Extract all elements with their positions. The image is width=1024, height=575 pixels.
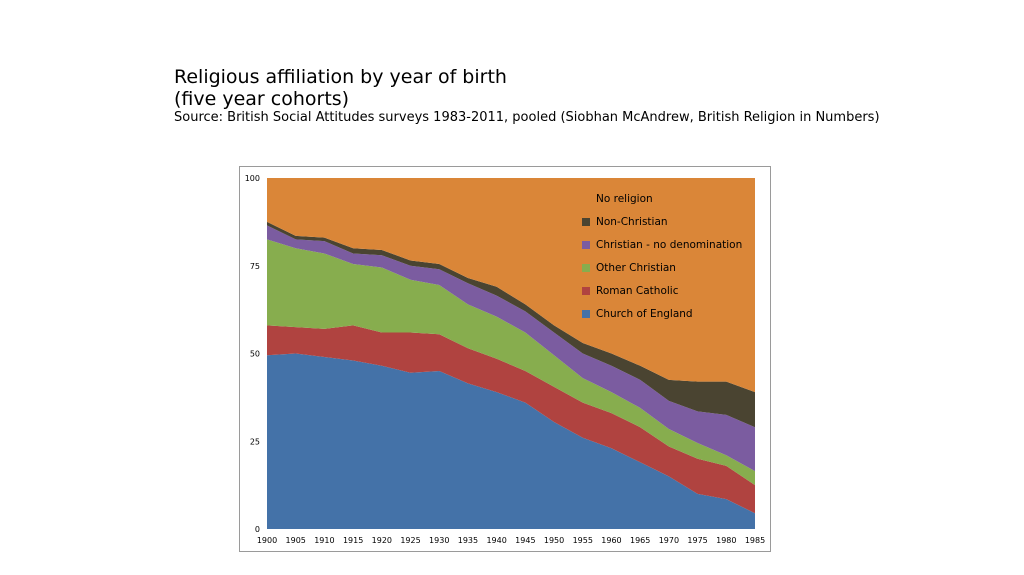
area-roman-catholic bbox=[267, 325, 755, 514]
legend-label-non-christian: Non-Christian bbox=[596, 216, 668, 228]
x-tick-label: 1900 bbox=[257, 536, 277, 545]
area-non-christian bbox=[267, 221, 755, 428]
area-other-christian bbox=[267, 239, 755, 486]
chart-subtitle: (five year cohorts) bbox=[174, 88, 350, 110]
legend-swatch-non-christian bbox=[582, 218, 590, 226]
area-no-religion bbox=[267, 178, 755, 393]
chart-frame: 0 25 50 75 100 1900 1905 1910 1915 1920 1925 1930 19… bbox=[239, 166, 771, 552]
x-tick-label: 1960 bbox=[601, 536, 621, 545]
x-tick-label: 1920 bbox=[372, 536, 392, 545]
legend-label-roman-catholic: Roman Catholic bbox=[596, 285, 679, 297]
source-caption: Source: British Social Attitudes surveys… bbox=[174, 110, 880, 125]
legend-label-no-religion: No religion bbox=[596, 193, 653, 205]
x-tick-label: 1950 bbox=[544, 536, 564, 545]
legend-swatch-christian-no-denomination bbox=[582, 241, 590, 249]
title-block: Religious affiliation by year of birth (… bbox=[174, 66, 880, 126]
area-church-of-england bbox=[267, 353, 755, 529]
y-tick-label: 25 bbox=[250, 437, 260, 446]
chart-title: Religious affiliation by year of birth bbox=[174, 66, 507, 88]
x-tick-label: 1980 bbox=[716, 536, 736, 545]
y-tick-label: 50 bbox=[250, 350, 260, 359]
legend-label-church-of-england: Church of England bbox=[596, 308, 693, 320]
legend-swatch-roman-catholic bbox=[582, 287, 590, 295]
x-tick-label: 1945 bbox=[515, 536, 535, 545]
area-christian-no-denomination bbox=[267, 225, 755, 472]
legend-swatch-church-of-england bbox=[582, 310, 590, 318]
x-tick-label: 1915 bbox=[343, 536, 363, 545]
y-tick-label: 100 bbox=[245, 174, 260, 183]
y-tick-label: 75 bbox=[250, 262, 260, 271]
x-tick-label: 1970 bbox=[659, 536, 679, 545]
y-tick-label: 0 bbox=[255, 525, 260, 534]
x-tick-label: 1925 bbox=[400, 536, 420, 545]
stacked-area-chart: 0 25 50 75 100 1900 1905 1910 1915 1920 1925 1930 19… bbox=[245, 174, 765, 545]
x-tick-label: 1985 bbox=[745, 536, 765, 545]
x-tick-label: 1905 bbox=[286, 536, 306, 545]
x-tick-label: 1955 bbox=[573, 536, 593, 545]
x-tick-label: 1910 bbox=[314, 536, 334, 545]
x-tick-label: 1930 bbox=[429, 536, 449, 545]
legend-swatch-other-christian bbox=[582, 264, 590, 272]
x-tick-label: 1975 bbox=[687, 536, 707, 545]
x-tick-label: 1940 bbox=[486, 536, 506, 545]
legend-label-christian-no-denomination: Christian - no denomination bbox=[596, 239, 742, 251]
x-tick-label: 1935 bbox=[458, 536, 478, 545]
legend-label-other-christian: Other Christian bbox=[596, 262, 676, 274]
x-tick-label: 1965 bbox=[630, 536, 650, 545]
